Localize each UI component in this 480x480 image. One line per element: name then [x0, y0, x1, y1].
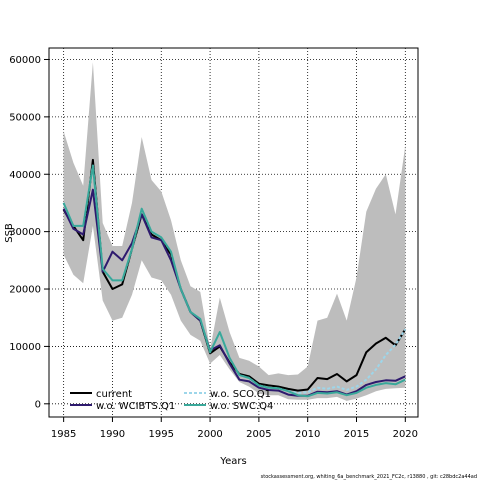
x-tick-label: 2015 — [344, 429, 369, 440]
y-axis-ticks: 0 10000 20000 30000 40000 50000 60000 — [9, 55, 49, 410]
y-tick-label: 10000 — [9, 342, 41, 353]
series-layer — [62, 158, 407, 398]
x-axis-label: Years — [219, 456, 246, 467]
confidence-band-layer — [63, 62, 406, 401]
y-axis-label: SSB — [4, 223, 15, 243]
x-axis-ticks: 1985 1990 1995 2000 2005 2010 2015 2020 — [51, 417, 418, 440]
y-tick-label: 30000 — [9, 227, 41, 238]
legend-label: current — [96, 389, 132, 400]
y-tick-label: 0 — [35, 399, 41, 410]
x-tick-label: 2010 — [295, 429, 320, 440]
x-tick-label: 2000 — [197, 429, 222, 440]
plot-frame — [48, 47, 419, 418]
y-tick-label: 60000 — [9, 55, 41, 66]
y-tick-label: 40000 — [9, 170, 41, 181]
x-tick-label: 1990 — [100, 429, 125, 440]
legend-label: w.o. WCIBTS.Q1 — [96, 401, 175, 412]
x-tick-label: 1985 — [51, 429, 76, 440]
confidence-band — [63, 62, 406, 401]
y-tick-label: 20000 — [9, 285, 41, 296]
y-tick-label: 50000 — [9, 112, 41, 123]
x-tick-label: 1995 — [149, 429, 174, 440]
x-tick-label: 2020 — [393, 429, 418, 440]
x-tick-label: 2005 — [246, 429, 271, 440]
legend-label: w.o. SCO.Q1 — [210, 389, 271, 400]
legend-label: w.o. SWC.Q4 — [210, 401, 273, 412]
footnote: stockassessment.org, whiting_6a_benchmar… — [261, 474, 477, 480]
series-line-w-o-swc-q4 — [62, 164, 406, 398]
